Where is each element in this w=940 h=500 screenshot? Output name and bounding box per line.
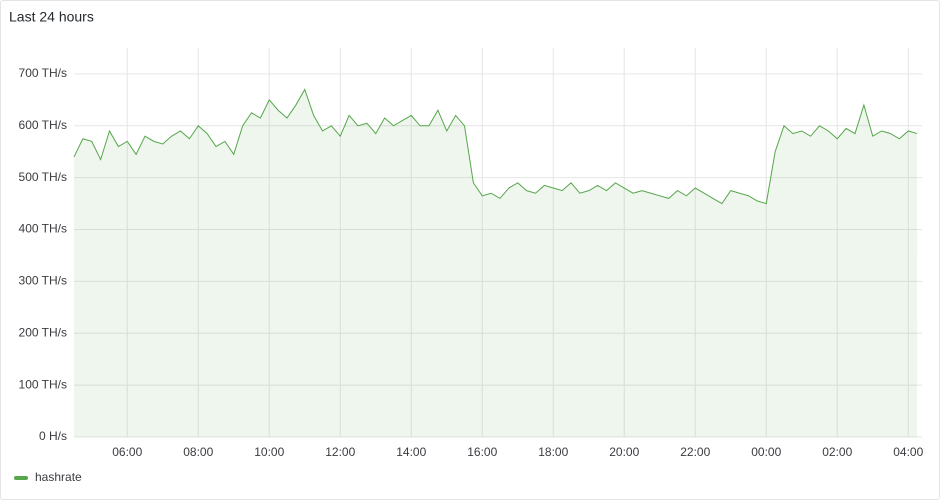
area bbox=[74, 89, 918, 438]
legend-label: hashrate bbox=[35, 470, 82, 484]
x-tick-label: 16:00 bbox=[467, 445, 497, 459]
x-tick-label: 04:00 bbox=[893, 445, 923, 459]
legend-swatch bbox=[14, 476, 28, 480]
x-tick-label: 18:00 bbox=[538, 445, 568, 459]
x-tick-label: 20:00 bbox=[609, 445, 639, 459]
y-tick-label: 300 TH/s bbox=[19, 274, 67, 288]
x-tick-label: 02:00 bbox=[822, 445, 852, 459]
y-tick-label: 400 TH/s bbox=[19, 222, 67, 236]
x-tick-label: 12:00 bbox=[325, 445, 355, 459]
x-tick-label: 00:00 bbox=[751, 445, 781, 459]
x-tick-label: 10:00 bbox=[254, 445, 284, 459]
chart-title: Last 24 hours bbox=[9, 9, 94, 25]
x-tick-label: 08:00 bbox=[183, 445, 213, 459]
y-tick-label: 700 TH/s bbox=[19, 66, 67, 80]
y-tick-label: 600 TH/s bbox=[19, 118, 67, 132]
x-tick-label: 14:00 bbox=[396, 445, 426, 459]
y-tick-label: 200 TH/s bbox=[19, 325, 67, 339]
x-tick-label: 06:00 bbox=[112, 445, 142, 459]
line bbox=[73, 88, 918, 205]
y-tick-label: 0 H/s bbox=[39, 429, 67, 443]
y-tick-label: 500 TH/s bbox=[19, 170, 67, 184]
y-tick-label: 100 TH/s bbox=[19, 377, 67, 391]
x-tick-label: 22:00 bbox=[680, 445, 710, 459]
